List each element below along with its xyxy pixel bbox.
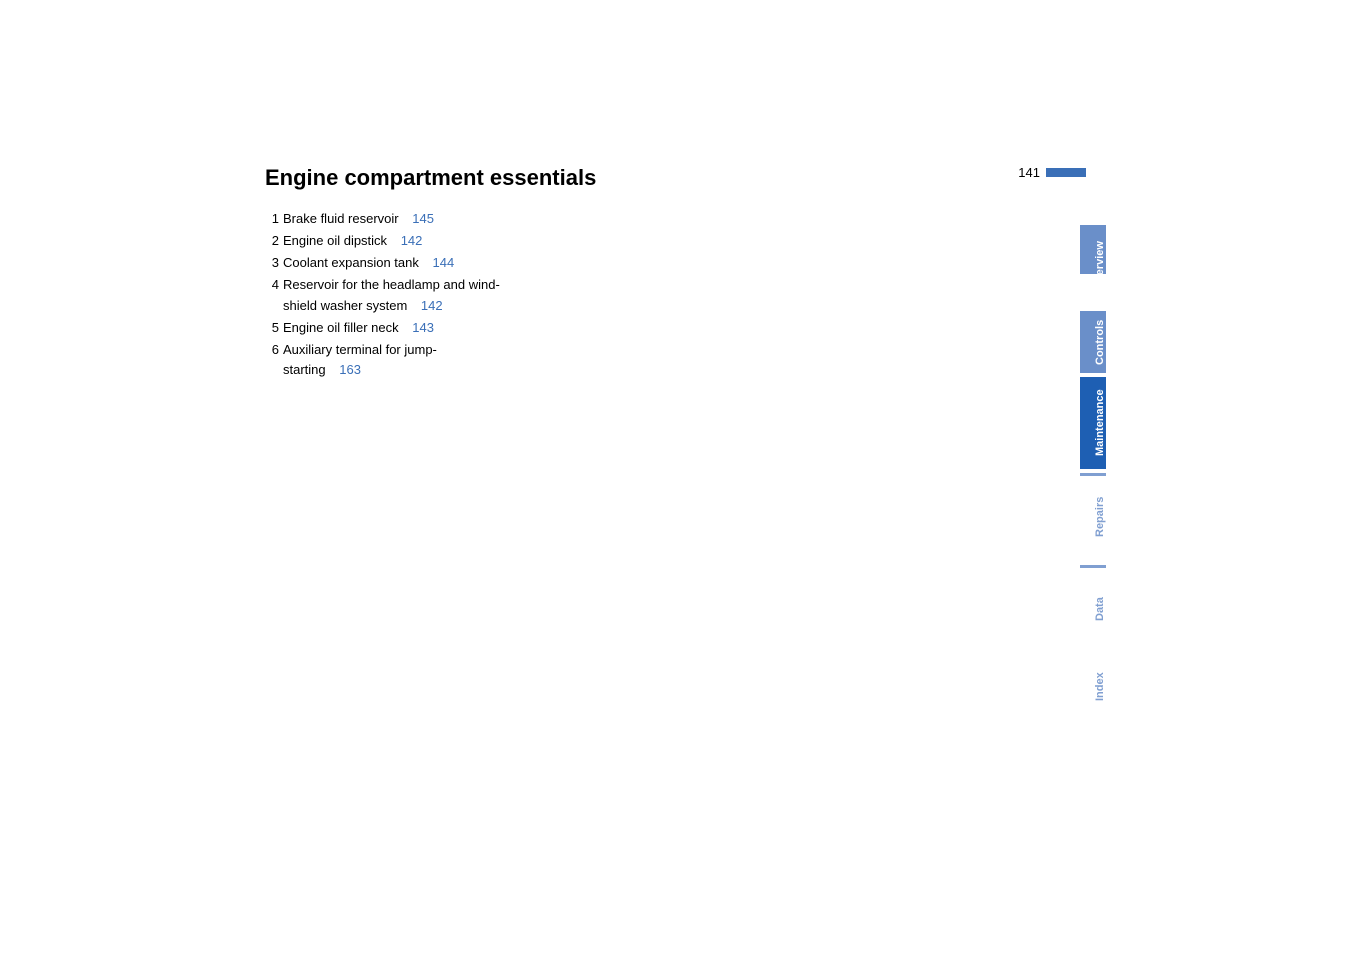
item-label: Brake fluid reservoir <box>283 211 399 226</box>
tab-label: Data <box>1094 597 1106 621</box>
item-text: Brake fluid reservoir 145 <box>283 209 585 229</box>
list-item: 3 Coolant expansion tank 144 <box>265 253 585 273</box>
item-label-line1: Reservoir for the headlamp and wind- <box>283 277 500 292</box>
tab-label: Repairs <box>1094 497 1106 537</box>
item-label: Coolant expansion tank <box>283 255 419 270</box>
item-label-line2: shield washer system <box>283 298 407 313</box>
page-number-bar <box>1046 168 1086 177</box>
list-item: 2 Engine oil dipstick 142 <box>265 231 585 251</box>
item-number: 2 <box>265 231 279 251</box>
item-label: Engine oil filler neck <box>283 320 399 335</box>
page-reference-link[interactable]: 144 <box>433 255 455 270</box>
page-title: Engine compartment essentials <box>265 165 1351 191</box>
tab-repairs[interactable]: Repairs <box>1080 473 1106 561</box>
tab-data[interactable]: Data <box>1080 565 1106 653</box>
page-reference-link[interactable]: 145 <box>412 211 434 226</box>
page-number-text: 141 <box>1018 165 1040 180</box>
tab-overview[interactable]: Overview <box>1080 225 1106 307</box>
list-item: 6 Auxiliary terminal for jump- starting … <box>265 340 585 380</box>
tab-index[interactable]: Index <box>1080 657 1106 717</box>
item-label-line1: Auxiliary terminal for jump- <box>283 342 437 357</box>
list-item: 1 Brake fluid reservoir 145 <box>265 209 585 229</box>
section-tabs: Overview Controls Maintenance Repairs Da… <box>1080 225 1106 721</box>
list-item: 4 Reservoir for the headlamp and wind- s… <box>265 275 585 315</box>
item-text: Coolant expansion tank 144 <box>283 253 585 273</box>
page-reference-link[interactable]: 163 <box>339 362 361 377</box>
list-item: 5 Engine oil filler neck 143 <box>265 318 585 338</box>
item-number: 5 <box>265 318 279 338</box>
tab-label: Controls <box>1094 319 1106 364</box>
tab-label: Index <box>1094 673 1106 702</box>
item-number: 3 <box>265 253 279 273</box>
tab-label: Maintenance <box>1094 390 1106 457</box>
engine-components-list: 1 Brake fluid reservoir 145 2 Engine oil… <box>265 209 585 380</box>
item-number: 4 <box>265 275 279 315</box>
tab-controls[interactable]: Controls <box>1080 311 1106 373</box>
item-label: Engine oil dipstick <box>283 233 387 248</box>
page-number-indicator: 141 <box>1018 165 1086 180</box>
page-reference-link[interactable]: 142 <box>421 298 443 313</box>
item-number: 6 <box>265 340 279 380</box>
item-text: Reservoir for the headlamp and wind- shi… <box>283 275 585 315</box>
item-text: Auxiliary terminal for jump- starting 16… <box>283 340 585 380</box>
page-reference-link[interactable]: 143 <box>412 320 434 335</box>
item-text: Engine oil filler neck 143 <box>283 318 585 338</box>
page-reference-link[interactable]: 142 <box>401 233 423 248</box>
item-text: Engine oil dipstick 142 <box>283 231 585 251</box>
tab-maintenance[interactable]: Maintenance <box>1080 377 1106 469</box>
tab-label: Overview <box>1094 242 1106 291</box>
item-label-line2: starting <box>283 362 326 377</box>
item-number: 1 <box>265 209 279 229</box>
